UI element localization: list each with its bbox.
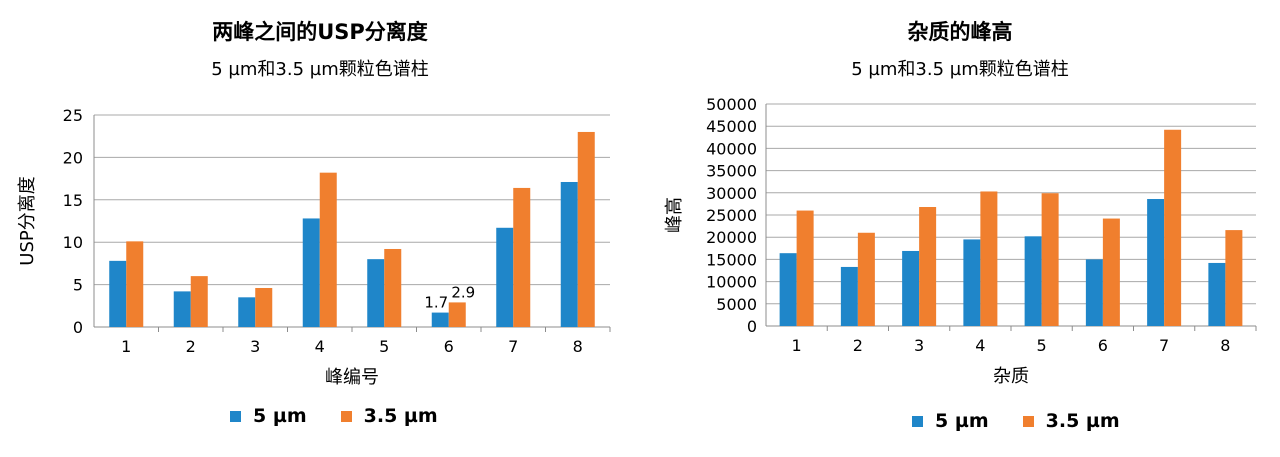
chart-panel-peak-height: 杂质的峰高 5 µm和3.5 µm颗粒色谱柱 0 5000 10000 15000 20… <box>640 0 1280 457</box>
legend-label-5um: 5 µm <box>253 405 307 427</box>
chart-legend: 5 µm 3.5 µm <box>230 405 472 427</box>
data-label: 1.7 <box>424 294 448 312</box>
x-tick-label: 8 <box>573 337 583 356</box>
bar-3-5um-cat-1 <box>126 241 144 327</box>
bar-5um-cat-3 <box>902 250 920 326</box>
x-tick-label: 3 <box>914 336 924 355</box>
bar-3-5um-cat-2 <box>857 232 875 326</box>
bar-5um-cat-1 <box>109 260 127 327</box>
legend-item-3-5um: 3.5 µm <box>340 405 438 427</box>
bar-3-5um-cat-7 <box>1164 129 1182 326</box>
bar-5um-cat-3 <box>238 297 256 327</box>
y-tick-label: 15000 <box>706 250 757 269</box>
x-tick-label: 7 <box>1159 336 1169 355</box>
y-tick-label: 0 <box>747 317 757 336</box>
bar-3-5um-cat-1 <box>796 210 814 326</box>
bar-5um-cat-6 <box>431 312 449 327</box>
x-tick-label: 3 <box>250 337 260 356</box>
y-tick-label: 50000 <box>706 95 757 114</box>
legend-item-3-5um: 3.5 µm <box>1022 410 1120 432</box>
bar-3-5um-cat-4 <box>319 172 337 327</box>
x-tick-label: 2 <box>186 337 196 356</box>
x-tick-label: 5 <box>379 337 389 356</box>
y-tick-label: 25000 <box>706 206 757 225</box>
bar-5um-cat-4 <box>963 239 981 326</box>
bar-3-5um-cat-6 <box>1102 218 1120 326</box>
x-tick-label: 1 <box>121 337 131 356</box>
y-tick-label: 30000 <box>706 184 757 203</box>
y-tick-label: 10000 <box>706 273 757 292</box>
x-tick-label: 6 <box>444 337 454 356</box>
legend-swatch-5um <box>912 415 923 427</box>
bar-3-5um-cat-8 <box>1225 230 1243 326</box>
bar-5um-cat-7 <box>1147 199 1165 326</box>
y-tick-label: 5000 <box>716 295 757 314</box>
y-tick-label: 5 <box>73 276 83 295</box>
legend-label-3-5um: 3.5 µm <box>1045 410 1120 432</box>
chart-title: 两峰之间的USP分离度 <box>212 20 428 44</box>
bar-3-5um-cat-4 <box>980 191 998 326</box>
bar-5um-cat-1 <box>779 253 797 326</box>
bar-5um-cat-4 <box>302 218 320 327</box>
chart-subtitle: 5 µm和3.5 µm颗粒色谱柱 <box>211 59 429 80</box>
bar-5um-cat-8 <box>1208 262 1226 326</box>
bar-5um-cat-5 <box>367 259 385 327</box>
bar-3-5um-cat-2 <box>190 276 208 327</box>
x-tick-label: 7 <box>508 337 518 356</box>
chart-subtitle: 5 µm和3.5 µm颗粒色谱柱 <box>851 59 1069 80</box>
peak-height-chart: 0 5000 10000 15000 20000 25000 30000 35000 40000… <box>664 95 1257 387</box>
bar-3-5um-cat-5 <box>384 248 402 327</box>
y-tick-label: 45000 <box>706 117 757 136</box>
chart-legend: 5 µm 3.5 µm <box>912 410 1154 432</box>
y-axis-title: 峰高 <box>664 197 685 233</box>
x-axis-title: 杂质 <box>993 366 1029 387</box>
x-tick-label: 1 <box>792 336 802 355</box>
bar-3-5um-cat-3 <box>255 287 273 327</box>
x-tick-label: 2 <box>853 336 863 355</box>
y-tick-label: 0 <box>73 318 83 337</box>
bar-3-5um-cat-8 <box>577 131 595 327</box>
x-tick-label: 8 <box>1220 336 1230 355</box>
y-axis-title: USP分离度 <box>17 176 38 265</box>
y-tick-label: 25 <box>63 106 83 125</box>
legend-label-5um: 5 µm <box>935 410 989 432</box>
chart-panel-resolution: 两峰之间的USP分离度 5 µm和3.5 µm颗粒色谱柱 0 5 10 15 20 25 1… <box>17 20 611 427</box>
y-tick-label: 10 <box>63 233 83 252</box>
legend-swatch-3-5um <box>340 410 352 422</box>
legend-item-5um: 5 µm <box>912 410 989 432</box>
x-tick-label: 6 <box>1098 336 1108 355</box>
legend-label-3-5um: 3.5 µm <box>363 405 438 427</box>
data-label: 2.9 <box>451 283 475 301</box>
chart-title: 杂质的峰高 <box>907 20 1013 44</box>
bar-3-5um-cat-3 <box>919 207 937 326</box>
bar-5um-cat-6 <box>1085 259 1103 326</box>
bar-3-5um-cat-6 <box>448 302 466 327</box>
y-tick-label: 40000 <box>706 139 757 158</box>
bar-5um-cat-2 <box>173 291 191 327</box>
bar-5um-cat-5 <box>1024 236 1042 326</box>
y-tick-label: 20 <box>63 148 83 167</box>
bar-5um-cat-7 <box>496 227 514 327</box>
y-tick-label: 20000 <box>706 228 757 247</box>
bar-5um-cat-2 <box>840 266 858 326</box>
x-axis-title: 峰编号 <box>325 367 379 388</box>
bar-5um-cat-8 <box>560 181 578 327</box>
x-tick-label: 4 <box>315 337 325 356</box>
legend-item-5um: 5 µm <box>230 405 307 427</box>
y-tick-label: 35000 <box>706 162 757 181</box>
bar-3-5um-cat-5 <box>1041 193 1059 326</box>
x-tick-label: 4 <box>975 336 985 355</box>
bar-3-5um-cat-7 <box>513 187 531 327</box>
legend-swatch-3-5um <box>1022 415 1034 427</box>
legend-swatch-5um <box>230 410 241 422</box>
x-tick-label: 5 <box>1037 336 1047 355</box>
y-tick-label: 15 <box>63 191 83 210</box>
